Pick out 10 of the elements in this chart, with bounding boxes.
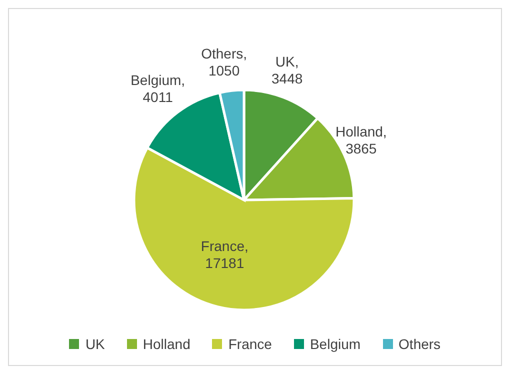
- data-label: UK, 3448: [272, 54, 303, 87]
- legend-label: Holland: [142, 336, 190, 352]
- data-label: Others, 1050: [201, 46, 248, 79]
- legend-label: Others: [398, 336, 441, 352]
- legend-label: France: [228, 336, 272, 352]
- legend-label: UK: [85, 336, 105, 352]
- legend-label: Belgium: [310, 336, 361, 352]
- data-label: France, 17181: [200, 238, 248, 271]
- data-label: Belgium, 4011: [130, 72, 186, 106]
- data-label: Holland, 3865: [335, 123, 387, 156]
